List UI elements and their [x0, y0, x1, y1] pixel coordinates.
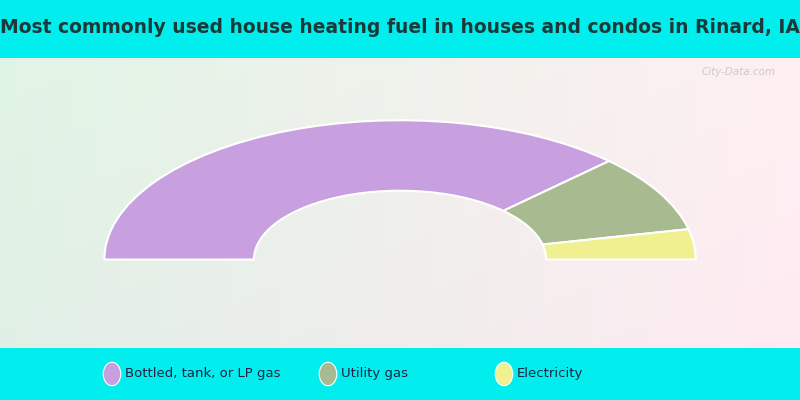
Wedge shape: [503, 161, 689, 244]
Ellipse shape: [495, 362, 513, 386]
Text: Utility gas: Utility gas: [341, 368, 408, 380]
Wedge shape: [542, 229, 696, 260]
Text: Bottled, tank, or LP gas: Bottled, tank, or LP gas: [126, 368, 281, 380]
Ellipse shape: [319, 362, 337, 386]
Wedge shape: [104, 120, 609, 260]
Text: City-Data.com: City-Data.com: [702, 67, 776, 77]
Ellipse shape: [103, 362, 121, 386]
Text: Most commonly used house heating fuel in houses and condos in Rinard, IA: Most commonly used house heating fuel in…: [0, 18, 800, 37]
Text: Electricity: Electricity: [517, 368, 583, 380]
